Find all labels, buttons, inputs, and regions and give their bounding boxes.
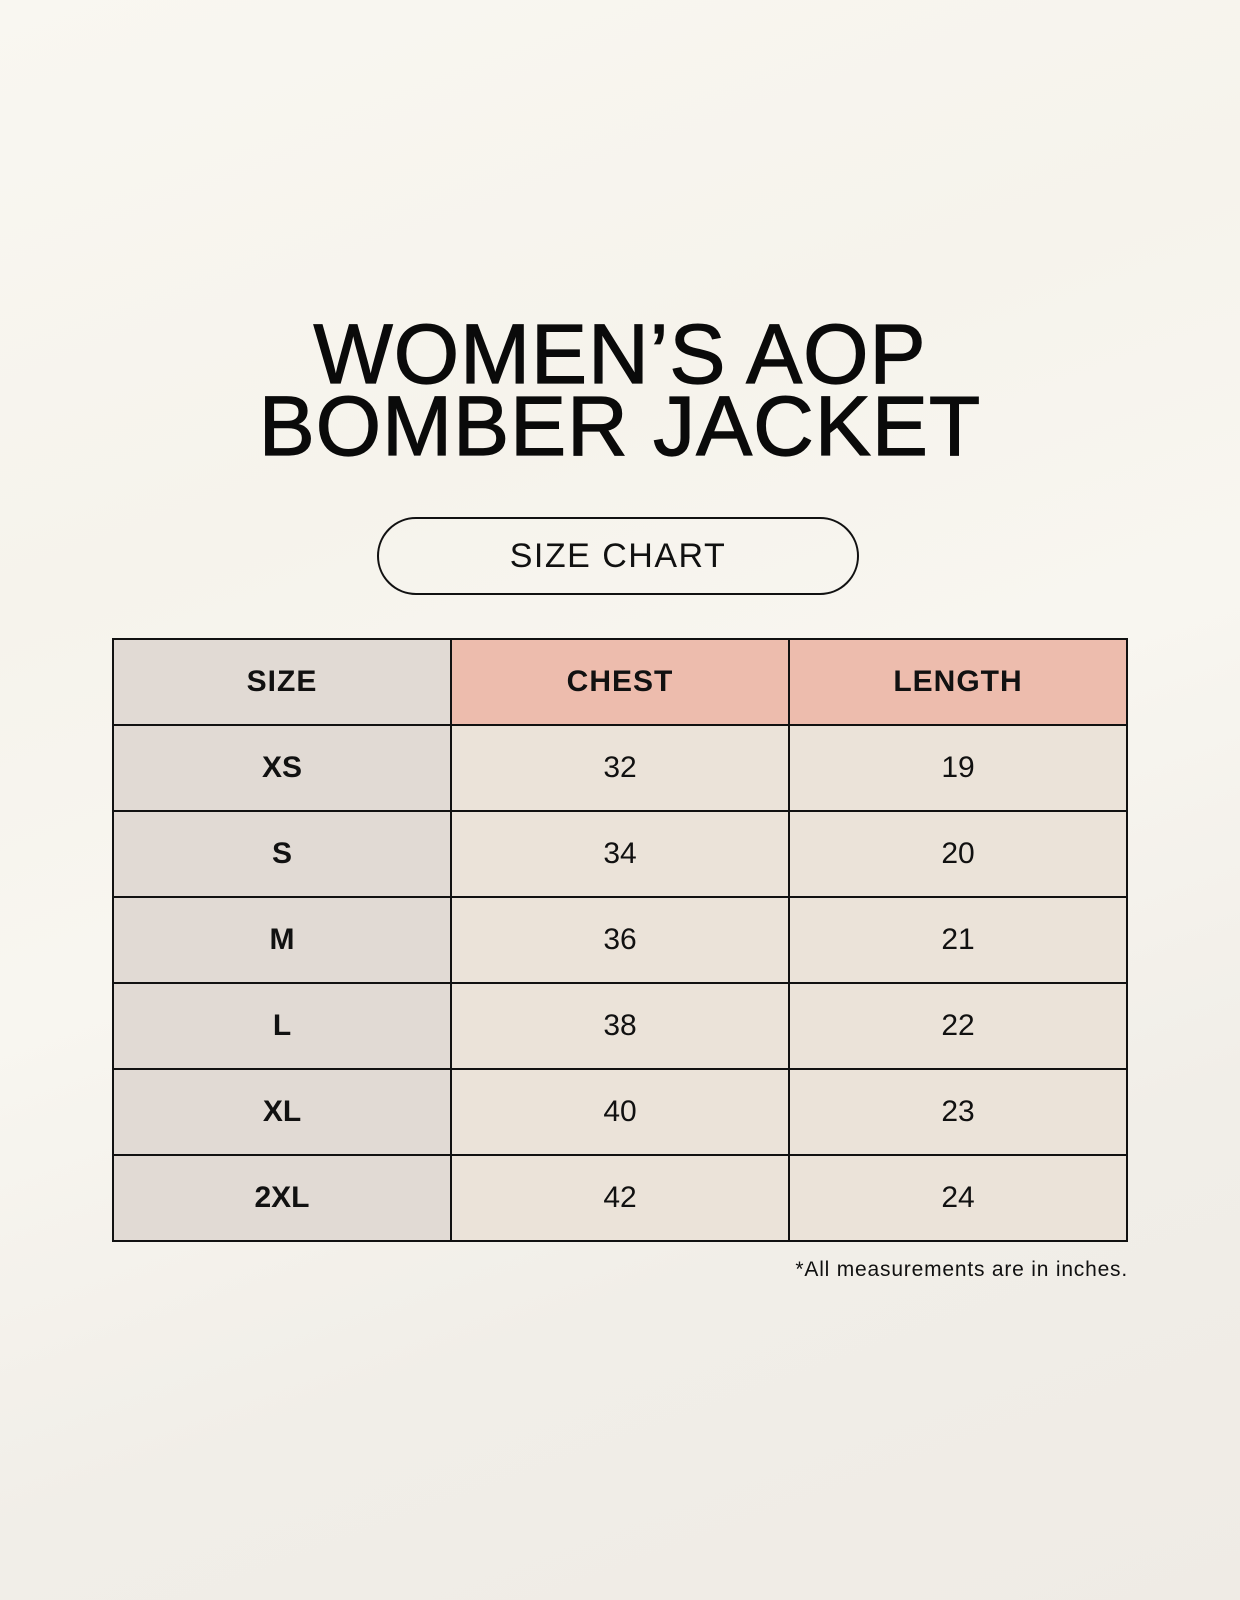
cell-length: 20 <box>788 810 1128 898</box>
table-row: XL 40 23 <box>112 1068 1128 1156</box>
table-row: XS 32 19 <box>112 724 1128 812</box>
cell-length: 21 <box>788 896 1128 984</box>
cell-chest: 40 <box>450 1068 790 1156</box>
page-title: WOMEN’S AOP BOMBER JACKET <box>0 307 1240 473</box>
size-table: SIZE CHEST LENGTH XS 32 19 S 34 20 M 36 21 L 38 22 X… <box>112 638 1128 1242</box>
cell-chest: 42 <box>450 1154 790 1242</box>
cell-length: 19 <box>788 724 1128 812</box>
cell-chest: 32 <box>450 724 790 812</box>
table-row: S 34 20 <box>112 810 1128 898</box>
cell-size: 2XL <box>112 1154 452 1242</box>
cell-chest: 38 <box>450 982 790 1070</box>
table-row: M 36 21 <box>112 896 1128 984</box>
header-chest: CHEST <box>450 638 790 726</box>
header-length: LENGTH <box>788 638 1128 726</box>
header-size: SIZE <box>112 638 452 726</box>
cell-chest: 36 <box>450 896 790 984</box>
size-chart-label: SIZE CHART <box>509 536 727 575</box>
cell-size: M <box>112 896 452 984</box>
cell-chest: 34 <box>450 810 790 898</box>
table-row: 2XL 42 24 <box>112 1154 1128 1242</box>
size-chart-badge: SIZE CHART <box>377 517 859 595</box>
title-line-2: BOMBER JACKET <box>258 379 982 473</box>
cell-length: 23 <box>788 1068 1128 1156</box>
footnote: *All measurements are in inches. <box>795 1258 1128 1281</box>
table-row: L 38 22 <box>112 982 1128 1070</box>
cell-size: XL <box>112 1068 452 1156</box>
cell-size: L <box>112 982 452 1070</box>
cell-length: 24 <box>788 1154 1128 1242</box>
cell-size: XS <box>112 724 452 812</box>
table-header-row: SIZE CHEST LENGTH <box>112 638 1128 726</box>
cell-length: 22 <box>788 982 1128 1070</box>
title-line-1: WOMEN’S AOP <box>313 307 927 401</box>
cell-size: S <box>112 810 452 898</box>
